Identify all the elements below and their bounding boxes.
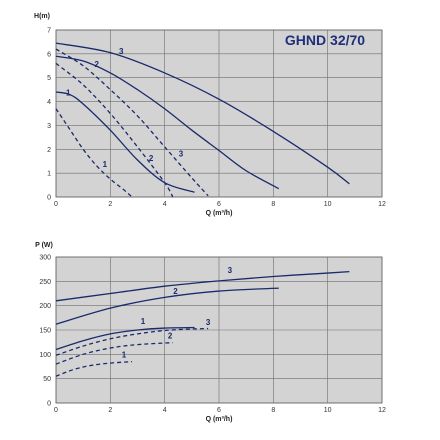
curve-number-label: 3	[119, 47, 124, 56]
y-tick-label: 100	[39, 352, 51, 359]
x-tick-label: 6	[217, 201, 221, 208]
x-tick-label: 12	[378, 201, 386, 208]
x-tick-label: 6	[217, 407, 221, 414]
series-line-dashed-1	[55, 360, 133, 377]
series-line-solid-3	[55, 42, 350, 185]
series-line-dashed-3	[55, 327, 209, 356]
x-tick-label: 2	[108, 407, 112, 414]
y-tick-label: 5	[47, 75, 51, 82]
y-tick-label: 1	[47, 171, 51, 178]
y-tick-label: 7	[47, 28, 51, 35]
y-axis-label: P (W)	[35, 242, 53, 249]
x-tick-label: 2	[108, 201, 112, 208]
y-tick-label: 50	[43, 376, 51, 383]
curve-number-label: 1	[122, 351, 127, 360]
y-axis-label: H(m)	[34, 13, 50, 20]
x-axis-label: Q (m³/h)	[206, 210, 233, 217]
x-tick-label: 4	[163, 201, 167, 208]
chart-title: GHND 32/70	[285, 32, 365, 48]
y-tick-label: 4	[47, 99, 51, 106]
curve-number-label: 1	[103, 160, 108, 169]
x-tick-label: 8	[271, 201, 275, 208]
series-line-dashed-2	[55, 342, 173, 365]
curve-number-label: 2	[168, 331, 173, 340]
x-tick-label: 0	[54, 407, 58, 414]
curve-number-label: 3	[206, 318, 211, 327]
series-line-solid-3	[55, 270, 350, 302]
curve-number-label: 2	[95, 60, 100, 69]
y-tick-label: 3	[47, 123, 51, 130]
y-tick-label: 0	[47, 401, 51, 408]
curve-number-label: 3	[228, 266, 233, 275]
y-tick-label: 200	[39, 303, 51, 310]
series-line-dashed-3	[55, 48, 209, 197]
x-tick-label: 4	[163, 407, 167, 414]
curve-number-label: 3	[179, 149, 184, 158]
series-line-solid-1	[55, 326, 195, 351]
series-line-solid-2	[55, 55, 280, 190]
y-tick-label: 250	[39, 279, 51, 286]
x-axis-label: Q (m³/h)	[206, 416, 233, 423]
x-tick-label: 8	[271, 407, 275, 414]
y-tick-label: 6	[47, 51, 51, 58]
x-tick-label: 10	[324, 201, 332, 208]
x-tick-label: 10	[324, 407, 332, 414]
series-line-solid-2	[55, 287, 279, 325]
curve-number-label: 2	[173, 287, 178, 296]
x-tick-label: 0	[54, 201, 58, 208]
curve-number-label: 2	[149, 154, 154, 163]
curve-number-label: 1	[66, 89, 71, 98]
y-tick-label: 0	[47, 195, 51, 202]
curve-number-label: 1	[141, 317, 146, 326]
y-tick-label: 150	[39, 328, 51, 335]
series-line-dashed-1	[55, 108, 133, 198]
y-tick-label: 2	[47, 147, 51, 154]
series-line-dashed-2	[55, 62, 174, 198]
x-tick-label: 12	[378, 407, 386, 414]
y-tick-label: 300	[39, 255, 51, 262]
